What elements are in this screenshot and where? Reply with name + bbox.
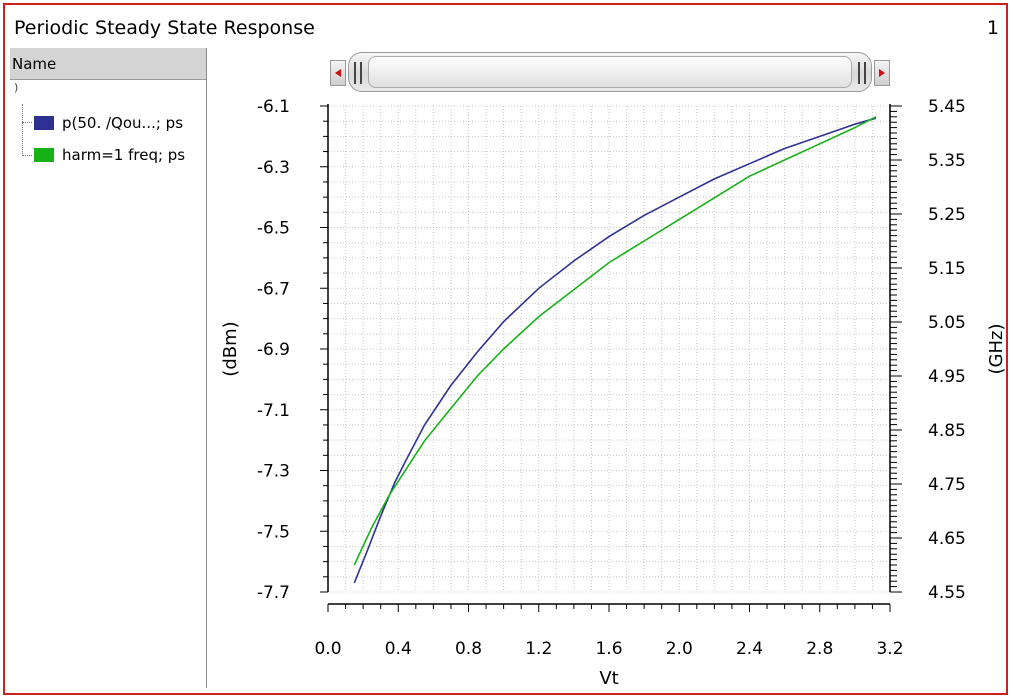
legend-swatch (34, 148, 54, 162)
legend-item-label: harm=1 freq; ps (62, 146, 186, 164)
window-title: Periodic Steady State Response (14, 17, 315, 39)
legend-item-label: p(50. /Qou...; ps (62, 114, 184, 132)
y-right-tick-label: 5.45 (928, 97, 966, 117)
y-right-tick-label: 4.55 (928, 583, 966, 603)
scroll-right-button[interactable] (874, 60, 890, 86)
y-right-tick-label: 5.05 (928, 313, 966, 333)
legend-swatch (34, 116, 54, 130)
y-right-tick-label: 5.35 (928, 151, 966, 171)
y-right-tick-label: 4.75 (928, 475, 966, 495)
x-tick-label: 0.0 (314, 639, 341, 659)
scroll-left-button[interactable] (330, 60, 346, 86)
tree-connector (22, 104, 23, 156)
x-tick-label: 0.4 (385, 639, 412, 659)
x-tick-label: 0.8 (455, 639, 482, 659)
right-grip-handle[interactable] (858, 62, 866, 84)
legend-group-label[interactable]: ) (14, 82, 20, 94)
y-right-tick-label: 4.85 (928, 421, 966, 441)
left-arrow-icon (335, 69, 341, 77)
left-grip-handle[interactable] (354, 62, 362, 84)
y-axis-label-left: (dBm) (220, 321, 241, 376)
y-axis-label-right: (GHz) (986, 324, 1007, 375)
legend-panel: Name ) p(50. /Qou...; ps harm=1 freq; ps (10, 48, 207, 688)
y-left-tick-label: -7.5 (257, 522, 290, 542)
legend-header[interactable]: Name (10, 48, 206, 80)
horizontal-zoom-scrollbar[interactable] (330, 50, 890, 96)
page-number: 1 (986, 17, 999, 39)
series-line-frequency (353, 116, 877, 566)
y-left-tick-label: -6.5 (257, 219, 290, 239)
x-tick-label: 2.4 (736, 639, 763, 659)
legend-item-power[interactable]: p(50. /Qou...; ps (34, 112, 183, 134)
legend-group-text: ) (14, 81, 21, 94)
x-tick-label: 1.6 (595, 639, 622, 659)
y-left-tick-label: -6.1 (257, 97, 290, 117)
x-tick-label: 2.8 (806, 639, 833, 659)
x-axis-label: Vt (599, 668, 618, 689)
tree-connector (22, 155, 32, 156)
y-right-tick-label: 4.95 (928, 367, 966, 387)
scrollbar-thumb[interactable] (368, 56, 852, 88)
y-left-tick-label: -6.9 (257, 340, 290, 360)
x-tick-label: 2.0 (666, 639, 693, 659)
x-tick-label: 3.2 (876, 639, 903, 659)
y-left-tick-label: -6.3 (257, 158, 290, 178)
legend-item-frequency[interactable]: harm=1 freq; ps (34, 144, 185, 166)
tree-connector (22, 122, 32, 123)
y-left-tick-label: -7.7 (257, 583, 290, 603)
y-left-tick-label: -6.7 (257, 279, 290, 299)
series-line-power (353, 117, 877, 584)
y-right-tick-label: 5.15 (928, 259, 966, 279)
y-left-tick-label: -7.1 (257, 401, 290, 421)
x-tick-label: 1.2 (525, 639, 552, 659)
y-left-tick-label: -7.3 (257, 462, 290, 482)
y-right-tick-label: 4.65 (928, 529, 966, 549)
right-arrow-icon (879, 69, 885, 77)
y-right-tick-label: 5.25 (928, 205, 966, 225)
